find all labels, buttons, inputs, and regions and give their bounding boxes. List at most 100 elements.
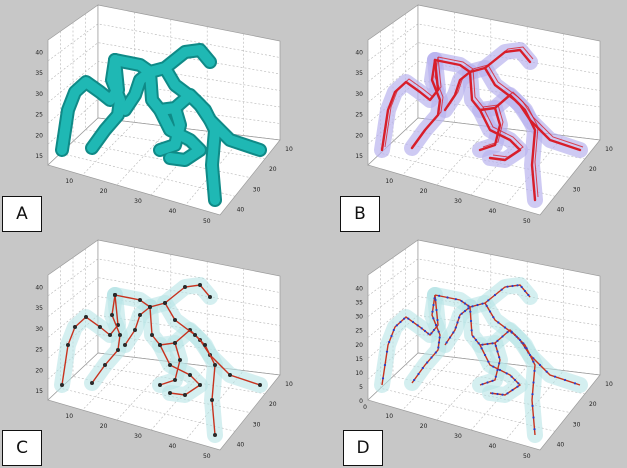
graph-node: [258, 383, 262, 387]
grid-line: [47, 98, 281, 145]
graph-node: [213, 363, 217, 367]
spline-point: [497, 321, 500, 324]
graph-node: [210, 398, 214, 402]
x-tick-label: 50: [523, 218, 531, 225]
grid-line: [47, 61, 281, 103]
spline-point: [417, 372, 420, 376]
spline-point: [510, 331, 513, 334]
spline-point: [545, 370, 548, 373]
skeleton-branch: [487, 64, 539, 198]
graph-edge: [124, 306, 151, 346]
grid-line: [116, 254, 172, 421]
spline-point: [426, 361, 429, 364]
z-tick-label: 5: [359, 384, 363, 391]
graph-edge: [91, 294, 121, 384]
spline-point: [454, 326, 457, 329]
grid-line: [367, 23, 601, 62]
spline-point: [563, 378, 567, 382]
grid-line: [47, 277, 281, 317]
spline-point: [476, 303, 479, 307]
x-tick-label: 40: [489, 208, 497, 215]
spline-point: [487, 299, 490, 302]
x-tick-label: 30: [454, 198, 462, 205]
spline-point: [531, 404, 534, 407]
axes-pane: [47, 117, 281, 216]
spline-point: [515, 335, 518, 338]
spline-point: [483, 353, 487, 357]
skeleton-centerline: [478, 108, 522, 162]
graph-edge: [159, 344, 202, 396]
spline-point: [432, 328, 436, 332]
graph-node: [208, 295, 212, 299]
y-tick-label: 30: [253, 421, 261, 428]
y-tick-label: 10: [605, 381, 613, 388]
graph-node: [168, 363, 172, 367]
graph-node: [158, 343, 162, 347]
panel-b: 40 35 30 25 20 15 10 20 30 40 50 10 20 30 40: [355, 4, 613, 225]
grid-line: [367, 61, 601, 103]
grid-line: [150, 26, 208, 196]
x-tick-label: 20: [420, 423, 428, 430]
spline-point: [511, 284, 514, 288]
spline-point: [385, 350, 389, 353]
spline-point: [491, 379, 494, 382]
z-tick-label: 25: [35, 347, 43, 354]
graph-node: [203, 343, 207, 347]
spline-point: [532, 381, 535, 384]
z-tick-label: 35: [35, 70, 43, 77]
spline-point: [527, 293, 530, 297]
grid-line: [47, 23, 281, 62]
spline-point: [531, 393, 534, 396]
graph-node: [60, 383, 64, 387]
axes-pane: [97, 239, 281, 376]
y-tick-label: 20: [589, 166, 597, 173]
z-tick-label: 40: [35, 285, 43, 292]
spline-point: [446, 296, 449, 299]
skeleton-centerline: [410, 58, 442, 150]
z-tick-label: 20: [35, 367, 43, 374]
spline-point: [486, 342, 489, 346]
graph-node: [84, 315, 88, 319]
spline-point: [494, 375, 497, 378]
graph-node: [198, 383, 202, 387]
panel-c: 40 35 30 25 20 15 10 20 30 40 50 10 20 30 40: [35, 239, 293, 460]
graph-node: [148, 305, 152, 309]
grid-line: [402, 247, 455, 411]
panel-label-c: C: [2, 430, 42, 466]
graph-node: [90, 381, 94, 385]
graph-node: [173, 378, 177, 382]
spline-point: [533, 428, 536, 431]
x-tick-label: 10: [385, 178, 393, 185]
y-tick-label: 10: [285, 146, 293, 153]
spline-point: [411, 320, 415, 324]
axes-pane: [417, 4, 601, 141]
z-tick-label: 20: [355, 342, 363, 349]
x-tick-label: 40: [489, 443, 497, 450]
spline-point: [392, 328, 395, 332]
spline-point: [434, 351, 437, 354]
graph-node: [123, 343, 127, 347]
graph-node: [228, 373, 232, 377]
graph-node: [113, 293, 117, 297]
grid-line: [82, 247, 135, 411]
spline-point: [477, 342, 480, 345]
spline-point: [432, 303, 435, 307]
skeleton-centerline: [483, 66, 537, 202]
spline-point: [522, 342, 525, 345]
x-tick-label: 40: [169, 208, 177, 215]
panel-label-a: A: [2, 196, 42, 232]
spline-point: [506, 285, 509, 288]
y-tick-label: 20: [269, 401, 277, 408]
spline-point: [437, 330, 440, 333]
graph-node: [213, 433, 217, 437]
spline-point: [496, 392, 499, 396]
panel-label-d: D: [343, 430, 383, 466]
spline-point: [471, 305, 474, 308]
spline-point: [390, 334, 393, 338]
z-tick-label: 25: [355, 328, 363, 335]
y-tick-label: 30: [573, 186, 581, 193]
spline-point: [433, 297, 436, 300]
spline-point: [472, 335, 475, 338]
spline-point: [470, 329, 473, 332]
spline-point: [494, 344, 497, 347]
